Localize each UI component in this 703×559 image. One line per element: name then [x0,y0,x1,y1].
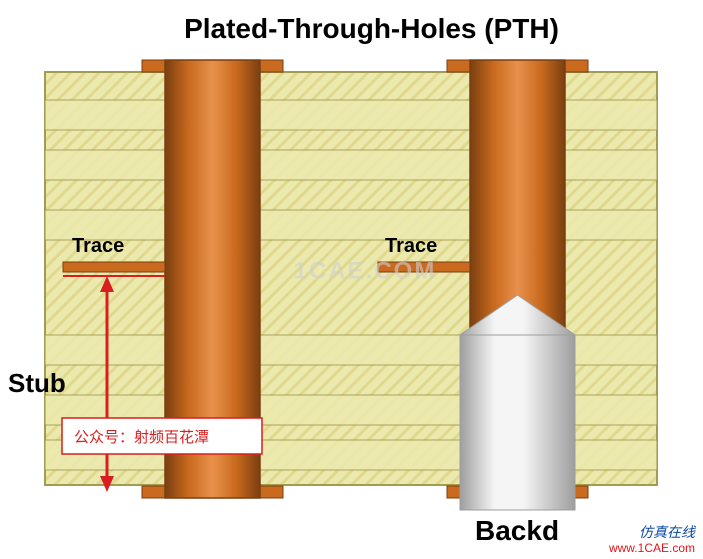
trace-left [63,262,165,272]
diagram-title: Plated-Through-Holes (PTH) [184,13,559,44]
wm-line1: 仿真在线 [609,524,695,541]
trace-label-right: Trace [385,235,437,257]
backdrill-body [460,335,575,510]
center-watermark: 1CAE.COM [294,258,437,285]
stub-label: Stub [8,368,66,398]
backdrill-label: Backd [475,515,559,546]
corner-watermark: 仿真在线 www.1CAE.com [609,524,695,555]
trace-label-left: Trace [72,235,124,257]
wechat-annotation-text: 公众号：射频百花潭 [74,429,209,446]
wm-line2: www.1CAE.com [609,541,695,555]
